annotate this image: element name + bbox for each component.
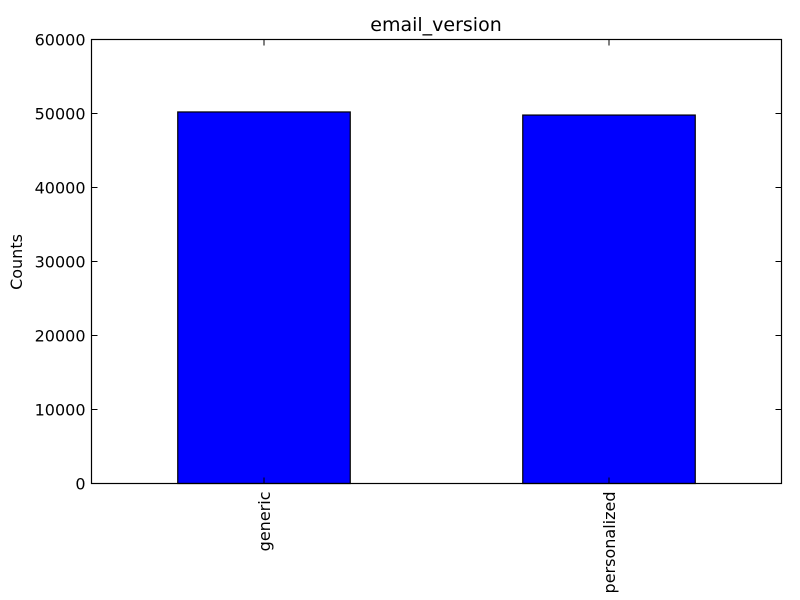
y-tick-label-30000: 30000 <box>35 253 86 272</box>
y-tick-label-0: 0 <box>75 475 85 494</box>
y-tick-label-20000: 20000 <box>35 327 86 346</box>
y-tick-label-60000: 60000 <box>35 31 86 50</box>
x-tick-label-generic: generic <box>255 492 274 552</box>
bars-layer <box>177 111 696 485</box>
y-tick-label-40000: 40000 <box>35 179 86 198</box>
bar-personalized <box>522 114 696 485</box>
ticks-layer: generic personalized 0 10000 20000 30000 40000… <box>35 31 782 594</box>
bar-generic <box>177 111 351 485</box>
y-axis-label: Counts <box>7 234 26 290</box>
plot-frame <box>90 38 783 485</box>
y-tick-label-10000: 10000 <box>35 401 86 420</box>
x-tick-label-personalized: personalized <box>600 492 619 594</box>
chart-title: email_version <box>370 14 502 36</box>
y-tick-label-50000: 50000 <box>35 105 86 124</box>
